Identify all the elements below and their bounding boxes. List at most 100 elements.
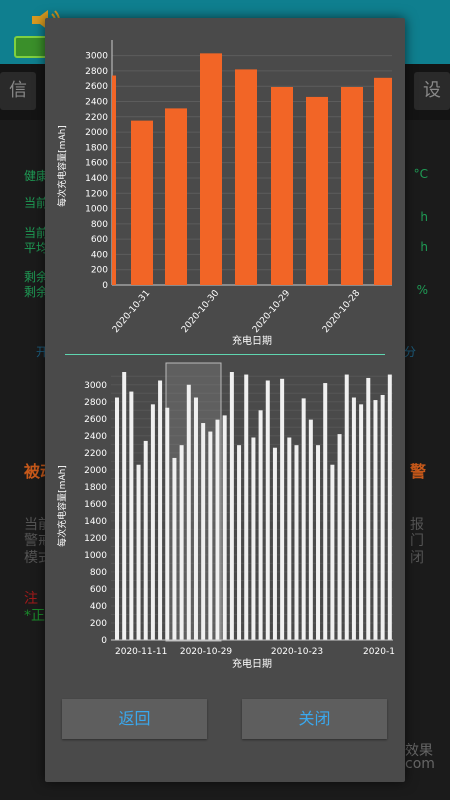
y-tick-label: 1600	[84, 500, 107, 510]
bar	[280, 378, 285, 640]
y-tick-label: 2000	[84, 466, 107, 476]
bar	[172, 457, 177, 640]
y-tick-label: 200	[90, 619, 107, 629]
y-tick-label: 600	[90, 585, 107, 595]
bar	[136, 464, 141, 640]
x-tick-label: 2020-10-30	[180, 288, 221, 335]
bar	[301, 398, 306, 640]
bar	[244, 374, 249, 640]
y-tick-label: 2600	[85, 82, 108, 92]
x-tick-label: 2020-10-29	[180, 647, 233, 657]
bg-footer: com	[405, 756, 435, 772]
bg-alarm-title: 警	[410, 462, 427, 481]
back-button[interactable]: 返回	[62, 699, 207, 739]
y-tick-label: 1400	[85, 174, 108, 184]
y-tick-label: 2800	[84, 398, 107, 408]
bar	[235, 69, 257, 285]
y-tick-label: 1200	[85, 189, 108, 199]
y-tick-label: 1000	[85, 205, 108, 215]
charge-history-dialog: 0 200 400 600 800 1000 1200 1400 1600 1800 2000 220…	[45, 18, 405, 782]
bar	[306, 96, 328, 285]
y-tick-label: 1600	[85, 159, 108, 169]
bar	[374, 77, 392, 285]
bg-row-label: 当前	[24, 196, 49, 210]
y-tick-label: 400	[91, 250, 108, 260]
bar	[115, 397, 119, 640]
bg-note-red: 注	[24, 591, 38, 607]
bg-row-label: 健康	[24, 169, 49, 183]
bg-row-unit: %	[416, 283, 428, 297]
bar	[129, 391, 134, 640]
bar	[294, 445, 299, 640]
bar	[165, 407, 170, 640]
y-tick-label: 2200	[84, 449, 107, 459]
bar	[265, 380, 270, 640]
tab-info[interactable]: 信	[0, 72, 36, 110]
bar	[308, 419, 313, 640]
bg-blue-label: 分	[404, 345, 417, 359]
close-button[interactable]: 关闭	[242, 699, 387, 739]
x-axis-label: 充电日期	[232, 657, 272, 670]
bg-row-unit: h	[420, 210, 428, 224]
bg-desc: 门	[410, 533, 424, 549]
y-tick-label: 400	[90, 602, 107, 612]
x-tick-label: 2020-10-23	[271, 647, 323, 657]
x-tick-label: 2020-11-11	[115, 647, 167, 657]
bar	[201, 423, 206, 640]
bar	[341, 86, 363, 285]
y-tick-label: 1800	[84, 483, 107, 493]
x-tick-label: 2020-1	[363, 647, 395, 657]
charge-charts: 0200400600800100012001400160018002000220…	[56, 40, 395, 670]
bar	[373, 400, 378, 640]
bar	[323, 383, 328, 640]
bar	[200, 53, 222, 286]
y-tick-label: 2000	[85, 128, 108, 138]
tab-settings[interactable]: 设	[414, 72, 450, 110]
y-axis-label: 每次充电容量[mAh]	[56, 465, 68, 547]
bar	[158, 380, 163, 640]
bar	[193, 397, 198, 640]
bg-row-label: 剩余	[24, 285, 49, 299]
y-tick-label: 800	[91, 220, 108, 230]
chart-divider	[65, 354, 385, 355]
bar	[122, 372, 127, 640]
y-tick-label: 200	[91, 266, 108, 276]
bar	[186, 384, 191, 640]
y-tick-label: 0	[101, 636, 107, 646]
y-tick-label: 1400	[84, 517, 107, 527]
bg-desc: 闭	[410, 550, 424, 566]
bar	[131, 120, 153, 286]
bar	[359, 404, 364, 640]
bg-row-unit: h	[420, 240, 428, 254]
y-tick-label: 600	[91, 235, 108, 245]
bar	[258, 410, 263, 640]
y-axis-label: 每次充电容量[mAh]	[56, 125, 68, 207]
y-tick-label: 0	[102, 281, 108, 291]
bar	[387, 374, 392, 640]
bar	[222, 415, 227, 640]
y-tick-label: 1000	[84, 551, 107, 561]
bar	[272, 447, 277, 640]
y-tick-label: 2800	[85, 67, 108, 77]
bar	[316, 445, 321, 640]
bar	[112, 75, 116, 285]
bg-note-green: *正	[24, 608, 45, 624]
x-tick-label: 2020-10-28	[321, 288, 362, 335]
bar	[143, 440, 148, 640]
x-axis-label: 充电日期	[232, 334, 272, 347]
y-tick-label: 2200	[85, 113, 108, 123]
bg-row-label: 平均	[24, 241, 49, 255]
y-tick-label: 1200	[84, 534, 107, 544]
bg-row-label: 剩余	[24, 270, 49, 284]
y-tick-label: 3000	[85, 52, 108, 62]
y-tick-label: 1800	[85, 143, 108, 153]
y-tick-label: 800	[90, 568, 107, 578]
bar	[287, 437, 292, 640]
bar	[229, 372, 234, 640]
x-tick-label: 2020-10-31	[111, 289, 152, 336]
bar	[330, 464, 335, 640]
y-tick-label: 3000	[84, 381, 107, 391]
y-tick-label: 2400	[84, 432, 107, 442]
bar	[179, 445, 184, 640]
bar	[165, 108, 187, 285]
